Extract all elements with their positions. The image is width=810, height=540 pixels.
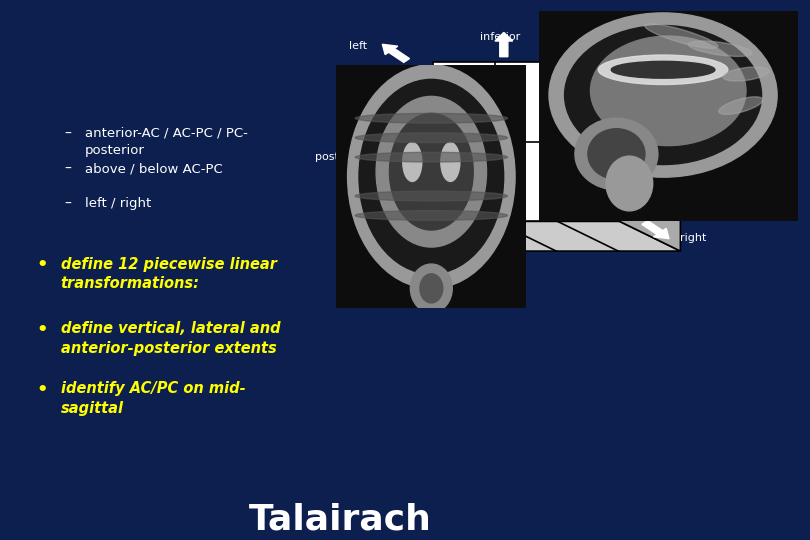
FancyArrow shape [363,151,403,163]
Ellipse shape [688,41,752,56]
Text: left / right: left / right [85,197,151,210]
Ellipse shape [575,118,658,190]
Text: –: – [65,197,71,211]
FancyArrow shape [495,216,513,240]
Text: •: • [36,321,48,339]
Text: left: left [349,41,367,51]
Ellipse shape [645,24,718,49]
Text: superior: superior [478,230,523,240]
Ellipse shape [403,143,422,181]
Ellipse shape [411,264,452,313]
Ellipse shape [441,143,460,181]
FancyArrow shape [495,32,513,57]
Ellipse shape [355,152,507,162]
FancyArrow shape [382,44,410,63]
Ellipse shape [376,97,487,247]
Polygon shape [433,62,620,221]
Ellipse shape [355,191,507,201]
Ellipse shape [355,113,507,123]
FancyArrow shape [656,118,697,130]
Ellipse shape [549,13,777,177]
Ellipse shape [565,25,761,165]
Ellipse shape [420,274,443,303]
Text: define 12 piecewise linear
transformations:: define 12 piecewise linear transformatio… [61,256,277,291]
Polygon shape [620,62,680,251]
Text: define vertical, lateral and
anterior-posterior extents: define vertical, lateral and anterior-po… [61,321,280,356]
Ellipse shape [359,79,504,274]
Ellipse shape [390,113,473,230]
Text: posterior: posterior [314,152,364,161]
Ellipse shape [355,211,507,220]
Text: anterior-AC / AC-PC / PC-
posterior: anterior-AC / AC-PC / PC- posterior [85,127,248,157]
Ellipse shape [347,65,515,288]
Ellipse shape [718,97,763,114]
Ellipse shape [588,129,645,179]
Text: identify AC/PC on mid-
sagittal: identify AC/PC on mid- sagittal [61,381,245,415]
Ellipse shape [590,36,746,146]
Ellipse shape [606,156,653,211]
Text: inferior: inferior [480,32,521,43]
Text: •: • [36,381,48,399]
Text: •: • [36,256,48,274]
Text: –: – [65,127,71,141]
Polygon shape [433,221,680,251]
Text: Talairach: Talairach [249,502,432,536]
Ellipse shape [599,55,728,84]
Ellipse shape [355,133,507,143]
Text: right: right [680,233,707,242]
Text: anterior: anterior [698,107,743,117]
Ellipse shape [612,62,715,78]
FancyArrow shape [642,220,669,239]
Ellipse shape [723,67,769,81]
Text: above / below AC-PC: above / below AC-PC [85,162,223,175]
Text: –: – [65,162,71,176]
